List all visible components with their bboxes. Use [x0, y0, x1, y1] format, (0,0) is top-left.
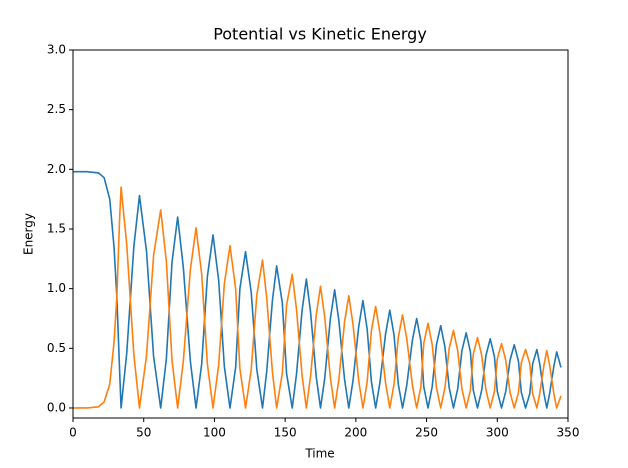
y-axis-label: Energy — [22, 213, 36, 255]
x-tick-label: 0 — [69, 426, 77, 440]
data-line — [73, 186, 562, 409]
x-tick-label: 300 — [486, 426, 509, 440]
x-tick-label: 350 — [557, 426, 580, 440]
y-tick-label: 1.0 — [47, 281, 66, 295]
y-tick-label: 1.5 — [47, 221, 66, 235]
x-tick-label: 50 — [136, 426, 151, 440]
x-tick-label: 100 — [203, 426, 226, 440]
x-tick-label: 150 — [274, 426, 297, 440]
x-axis-label: Time — [304, 447, 334, 461]
chart-title: Potential vs Kinetic Energy — [213, 25, 427, 44]
y-tick-label: 2.0 — [47, 162, 66, 176]
plot-frame — [72, 49, 569, 419]
y-tick-label: 0.0 — [47, 400, 66, 414]
y-tick-label: 2.5 — [47, 102, 66, 116]
data-line — [73, 170, 562, 409]
y-tick-label: 0.5 — [47, 341, 66, 355]
y-tick-label: 3.0 — [47, 43, 66, 57]
x-tick-label: 250 — [415, 426, 438, 440]
x-tick-label: 200 — [344, 426, 367, 440]
